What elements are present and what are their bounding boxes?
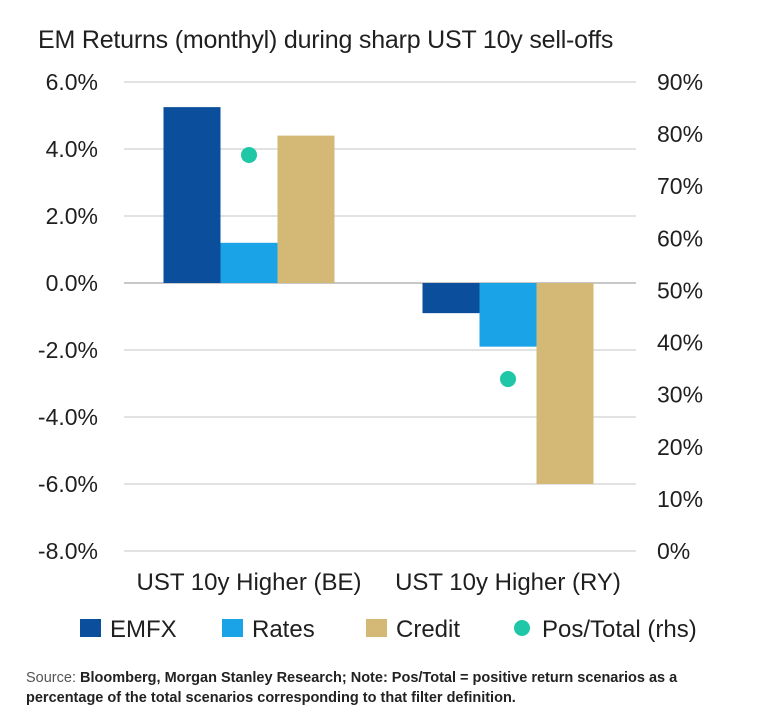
left-tick-label: -8.0% [38, 538, 98, 564]
source-note: Source: Bloomberg, Morgan Stanley Resear… [26, 668, 746, 708]
bar-rates [479, 283, 537, 347]
bar-rates [220, 242, 278, 283]
pos-total-points [241, 146, 516, 388]
bar-emfx [422, 283, 480, 314]
left-tick-label: 4.0% [46, 136, 98, 162]
left-tick-label: -6.0% [38, 471, 98, 497]
right-axis-ticks: 0% 10% 20% 30% 40% 50% 60% 70% 80% 90% [657, 69, 703, 564]
left-tick-label: -4.0% [38, 404, 98, 430]
legend-swatch [514, 620, 530, 636]
legend-label: Credit [396, 616, 460, 643]
right-tick-label: 90% [657, 69, 703, 95]
right-tick-label: 60% [657, 225, 703, 251]
source-lead: Source: [26, 670, 80, 686]
chart-title: EM Returns (monthyl) during sharp UST 10… [38, 26, 614, 54]
right-tick-label: 80% [657, 121, 703, 147]
legend: EMFX Rates Credit Pos/Total (rhs) [80, 616, 697, 643]
pos-total-point [500, 371, 516, 388]
bar-credit [277, 135, 335, 283]
legend-swatch [80, 619, 101, 637]
right-tick-label: 0% [657, 538, 690, 564]
left-axis-ticks: -8.0% -6.0% -4.0% -2.0% 0.0% 2.0% 4.0% 6.0% [38, 69, 98, 564]
legend-label: Pos/Total (rhs) [542, 616, 697, 643]
legend-swatch [366, 619, 387, 637]
right-tick-label: 30% [657, 382, 703, 408]
bars [163, 107, 594, 484]
right-tick-label: 40% [657, 330, 703, 356]
left-tick-label: -2.0% [38, 337, 98, 363]
right-tick-label: 50% [657, 277, 703, 303]
source-text: Bloomberg, Morgan Stanley Research; Note… [26, 670, 678, 706]
right-tick-label: 10% [657, 486, 703, 512]
left-tick-label: 6.0% [46, 69, 98, 95]
left-tick-label: 2.0% [46, 203, 98, 229]
gridlines [124, 81, 636, 552]
category-label: UST 10y Higher (RY) [395, 569, 621, 596]
bar-credit [536, 283, 594, 484]
legend-swatch [222, 619, 243, 637]
right-tick-label: 20% [657, 434, 703, 460]
bar-emfx [163, 107, 221, 283]
category-labels: UST 10y Higher (BE) UST 10y Higher (RY) [137, 569, 621, 596]
category-label: UST 10y Higher (BE) [137, 569, 362, 596]
right-tick-label: 70% [657, 173, 703, 199]
legend-label: EMFX [110, 616, 177, 643]
left-tick-label: 0.0% [46, 270, 98, 296]
pos-total-point [241, 146, 257, 163]
legend-label: Rates [252, 616, 315, 643]
chart: -8.0% -6.0% -4.0% -2.0% 0.0% 2.0% 4.0% 6.0% 0% 1… [38, 69, 703, 643]
